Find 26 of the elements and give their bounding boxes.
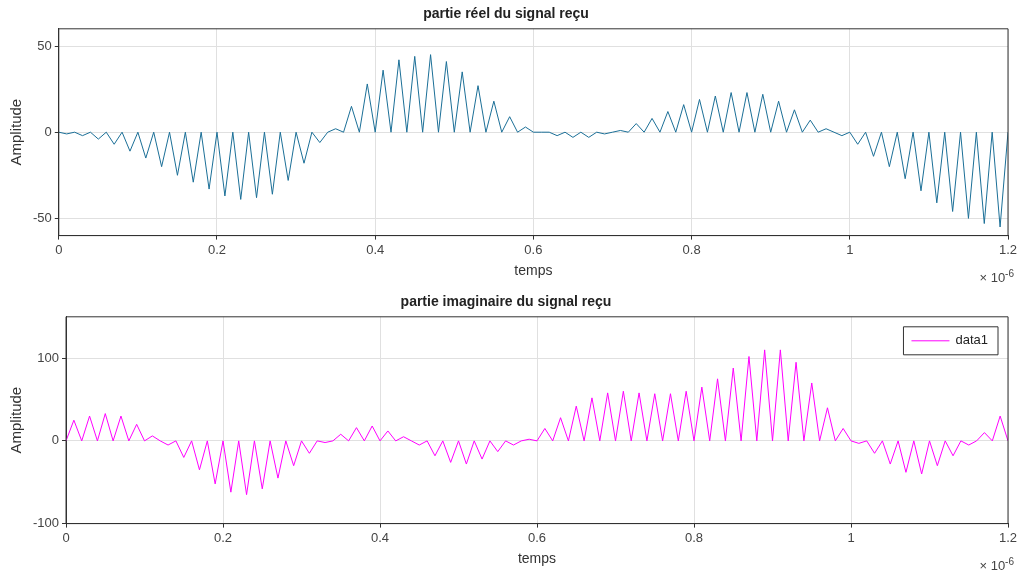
x-tick-label: 0.6 — [527, 529, 547, 545]
x-axis-title: temps — [517, 550, 557, 567]
y-axis-title: Amplitude — [7, 386, 25, 454]
x-tick-label: 1 — [846, 241, 854, 257]
x-tick-label: 0.6 — [524, 241, 543, 257]
x-tick-label: 0.8 — [684, 529, 704, 545]
x-tick-label: 0.8 — [682, 241, 701, 257]
x-tick-label: 1.2 — [998, 241, 1018, 257]
chart-title: partie imaginaire du signal reçu — [400, 293, 612, 310]
y-tick-label: 0 — [51, 432, 60, 448]
x-tick-label: 0.2 — [213, 529, 233, 545]
x-tick-label: 0 — [62, 529, 70, 545]
y-tick-label: 50 — [37, 37, 52, 53]
x-tick-label: 0.4 — [370, 529, 390, 545]
x-tick-label: 1.2 — [998, 529, 1018, 545]
y-tick-label: 100 — [37, 349, 60, 365]
x-axis-title: temps — [514, 262, 553, 279]
x-tick-label: 0.4 — [366, 241, 385, 257]
y-tick-label: 0 — [44, 123, 52, 139]
chart-title: partie réel du signal reçu — [423, 5, 589, 22]
x-tick-label: 0.2 — [207, 241, 227, 257]
legend-label: data1 — [955, 332, 989, 348]
x-tick-label: 1 — [847, 529, 855, 545]
y-tick-label: -50 — [32, 209, 52, 225]
y-axis-title: Amplitude — [7, 98, 25, 166]
y-tick-label: -100 — [32, 515, 60, 531]
